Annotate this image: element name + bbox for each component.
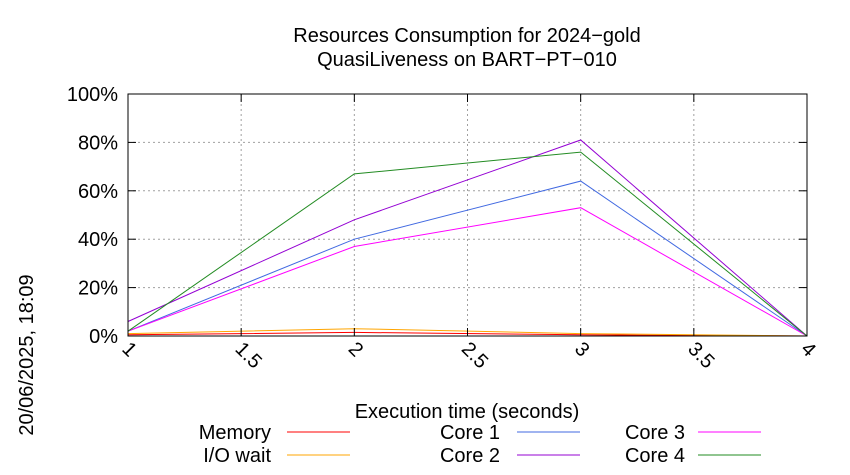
y-tick-label: 60% <box>78 181 118 203</box>
legend-label: Core 1 <box>440 422 500 444</box>
legend-label: I/O wait <box>203 445 271 467</box>
x-tick-label: 2.5 <box>457 338 492 373</box>
x-axis-label: Execution time (seconds) <box>355 401 580 423</box>
series-line-core-3 <box>127 207 808 337</box>
legend-label: Core 3 <box>625 422 685 444</box>
x-tick-label: 3 <box>570 338 593 361</box>
y-tick-label: 40% <box>78 229 118 251</box>
y-tick-label: 100% <box>67 84 118 106</box>
y-tick-label: 80% <box>78 132 118 154</box>
chart-subtitle: QuasiLiveness on BART−PT−010 <box>317 49 617 71</box>
timestamp-label: 20/06/2025, 18:09 <box>16 274 38 435</box>
grid <box>128 94 807 336</box>
y-tick-label: 20% <box>78 278 118 300</box>
legend-label: Core 4 <box>625 445 685 467</box>
x-tick-label: 4 <box>796 338 819 361</box>
x-tick-label: 1 <box>117 338 140 361</box>
x-tick-label: 1.5 <box>231 338 266 373</box>
series-line-core-4 <box>127 151 808 337</box>
legend-label: Memory <box>199 422 271 444</box>
chart-title: Resources Consumption for 2024−gold <box>293 25 640 47</box>
x-tick-label: 2 <box>344 338 367 361</box>
series-line-core-2 <box>127 139 808 337</box>
legend-label: Core 2 <box>440 445 500 467</box>
x-tick-label: 3.5 <box>683 338 718 373</box>
series-line-core-1 <box>127 180 808 337</box>
y-tick-label: 0% <box>89 326 118 348</box>
y-tick-labels: 0% 20% 40% 60% 80% 100% <box>67 84 807 348</box>
